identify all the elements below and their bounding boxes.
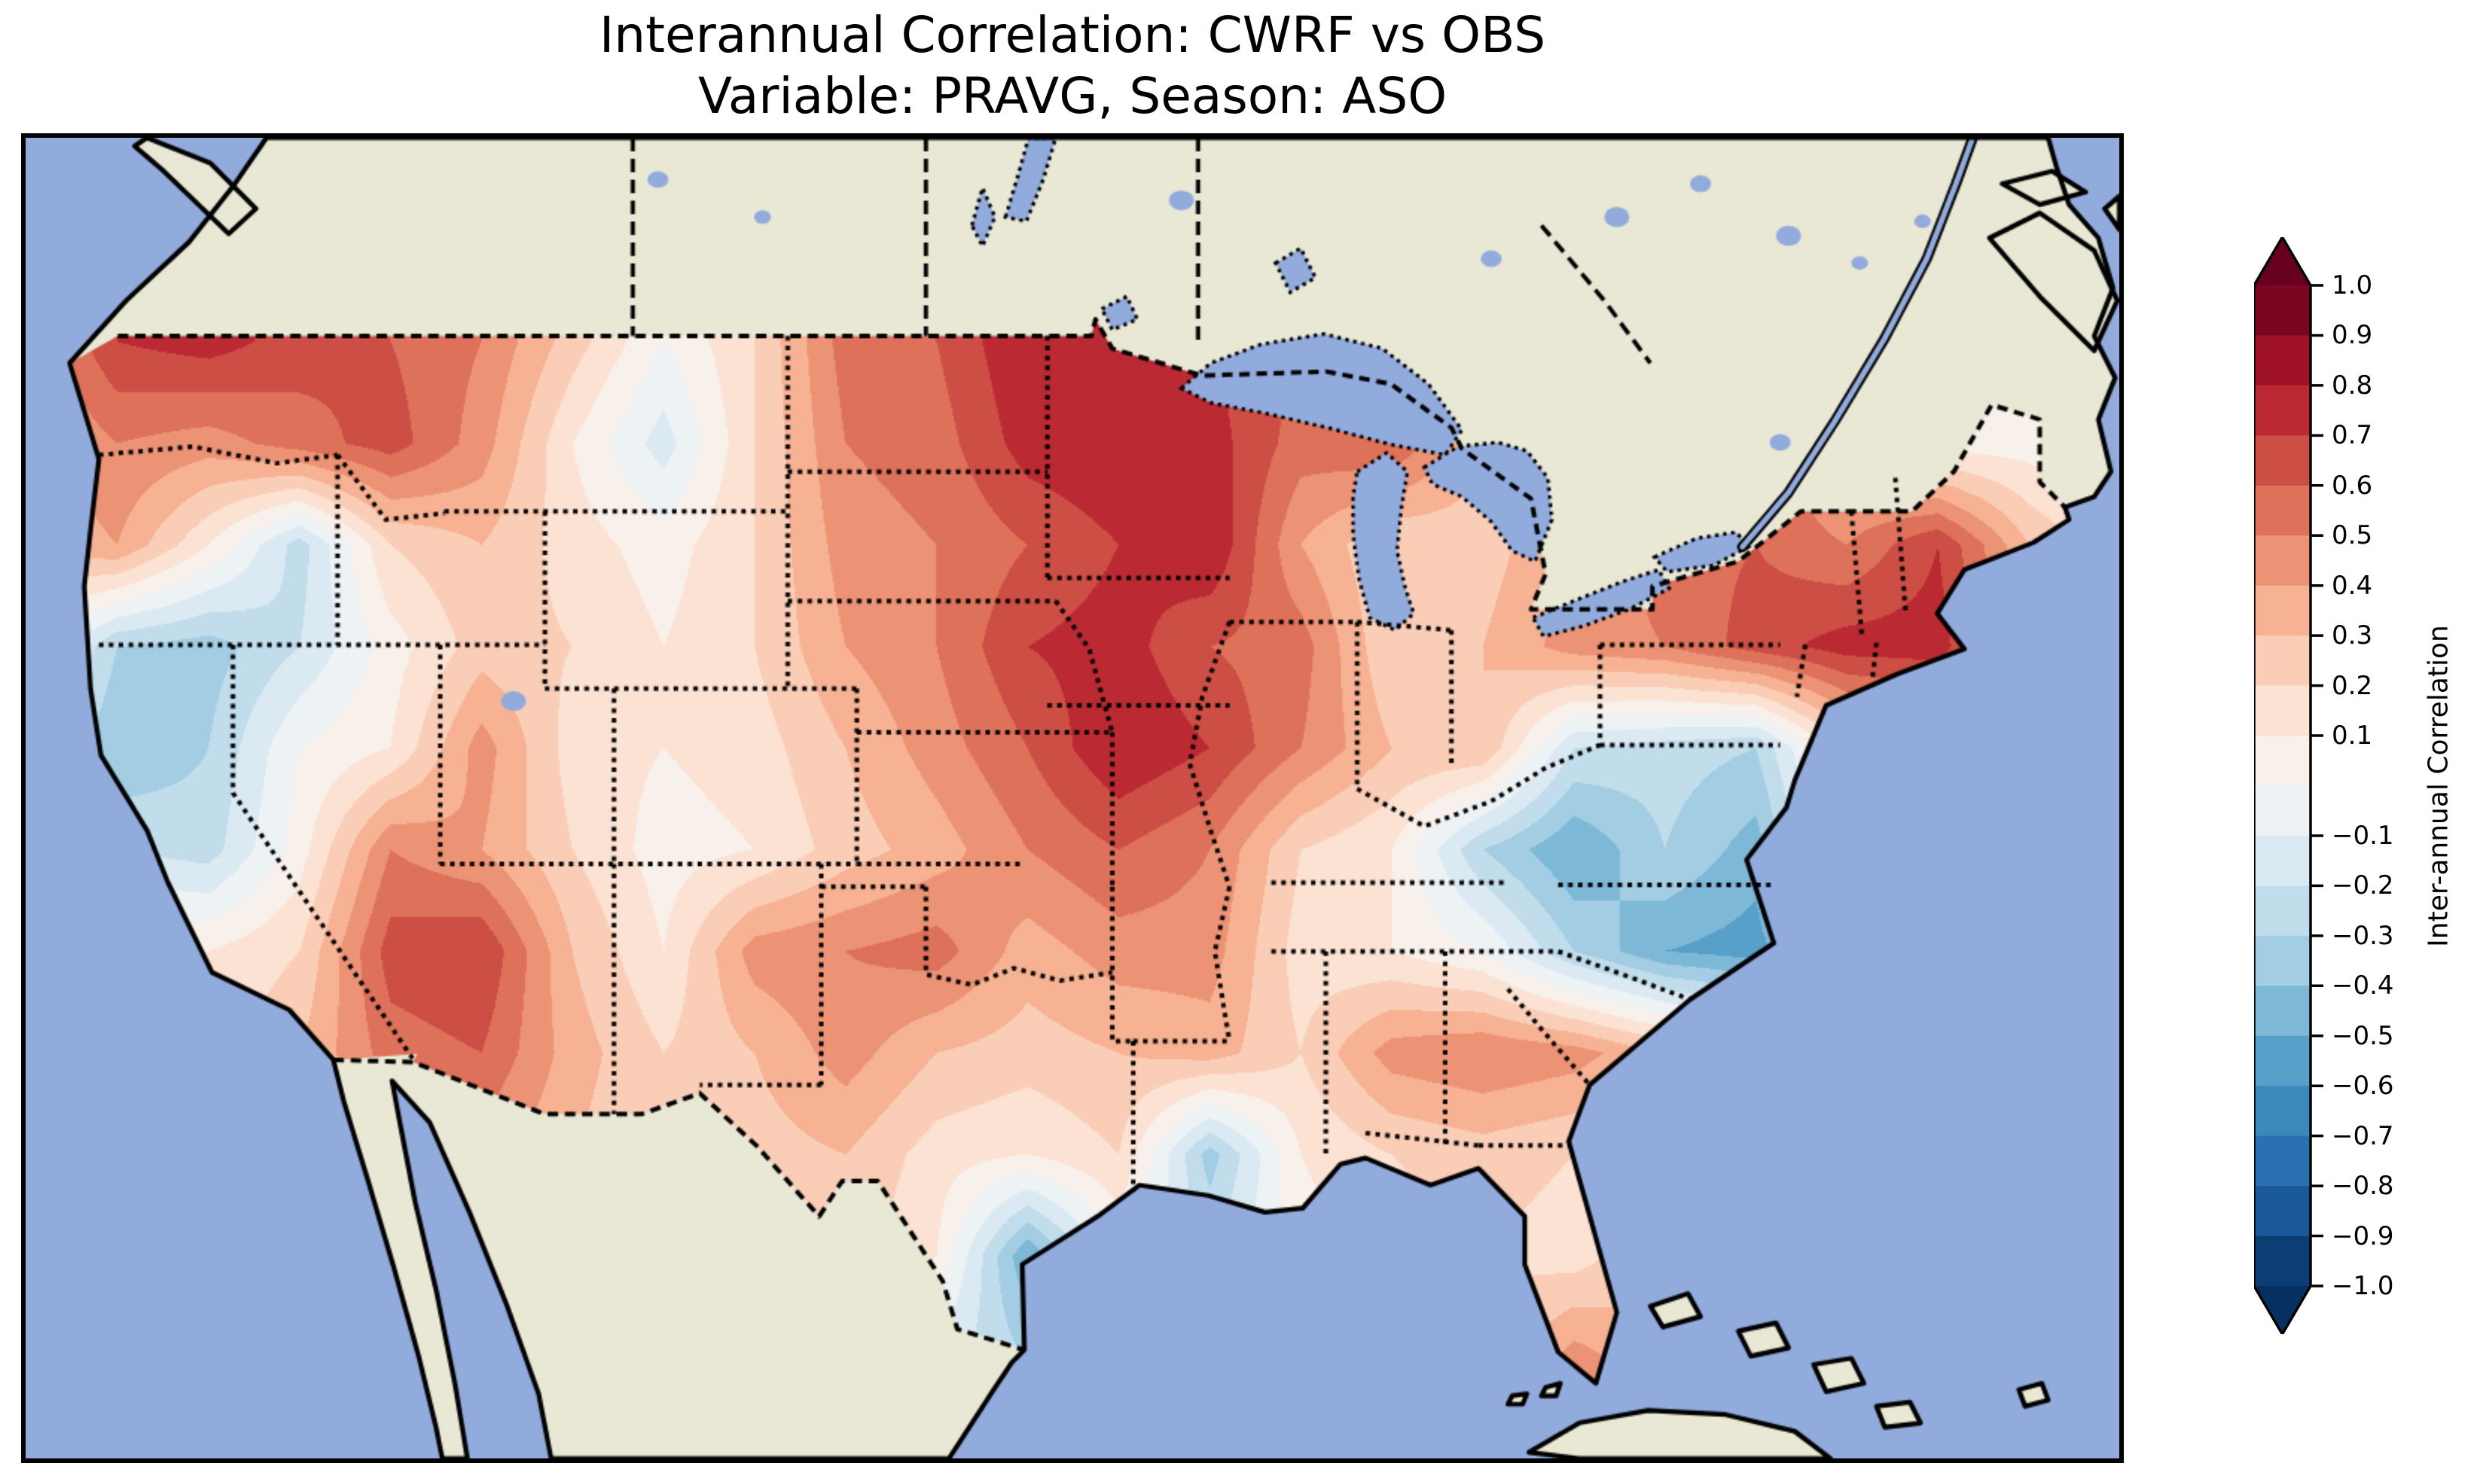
colorbar-tick-label: −1.0 <box>2332 1271 2394 1301</box>
colorbar-segment <box>2254 1186 2311 1237</box>
colorbar-segment <box>2254 885 2311 937</box>
colorbar-tick-label: −0.4 <box>2332 971 2394 1001</box>
colorbar-axis-label: Inter-annual Correlation <box>2423 625 2454 947</box>
colorbar-segment <box>2254 285 2311 337</box>
colorbar-tick-label: 0.6 <box>2332 470 2373 501</box>
colorbar-segment <box>2254 1236 2311 1287</box>
colorbar-segment <box>2254 1135 2311 1187</box>
title-line-2: Variable: PRAVG, Season: ASO <box>697 67 1447 125</box>
colorbar-tick-label: 0.7 <box>2332 420 2373 451</box>
colorbar-tick-label: 0.9 <box>2332 320 2373 351</box>
colorbar-segment <box>2254 1035 2311 1086</box>
colorbar-over-arrow <box>2254 237 2311 285</box>
colorbar-segment <box>2254 986 2311 1037</box>
colorbar-tick-label: 0.1 <box>2332 721 2373 751</box>
colorbar-tick-label: −0.9 <box>2332 1220 2394 1251</box>
colorbar-segment <box>2254 635 2311 687</box>
colorbar-tick-label: 0.8 <box>2332 370 2373 401</box>
colorbar-tick-label: −0.2 <box>2332 870 2394 901</box>
colorbar-segment <box>2254 585 2311 636</box>
colorbar-segment <box>2254 535 2311 587</box>
colorbar-segment <box>2254 935 2311 986</box>
colorbar-segment <box>2254 835 2311 886</box>
colorbar <box>2254 237 2323 1334</box>
colorbar-tick-label: −0.7 <box>2332 1120 2394 1151</box>
colorbar-tick-label: −0.3 <box>2332 920 2394 951</box>
colorbar-tick-label: −0.5 <box>2332 1020 2394 1051</box>
colorbar-tick-label: 0.5 <box>2332 520 2373 551</box>
colorbar-segment <box>2254 1086 2311 1137</box>
colorbar-tick-label: 0.3 <box>2332 620 2373 651</box>
colorbar-tick-label: −0.1 <box>2332 820 2394 851</box>
correlation-map-canvas <box>26 138 2119 1458</box>
colorbar-tick-label: −0.8 <box>2332 1171 2394 1202</box>
colorbar-segment <box>2254 736 2311 787</box>
colorbar-tick-label: −0.6 <box>2332 1071 2394 1102</box>
title-line-1: Interannual Correlation: CWRF vs OBS <box>599 6 1546 64</box>
colorbar-segment <box>2254 485 2311 536</box>
colorbar-segment <box>2254 435 2311 486</box>
colorbar-segment <box>2254 785 2311 836</box>
map-axes <box>21 133 2124 1463</box>
colorbar-tick-label: 0.2 <box>2332 670 2373 701</box>
colorbar-tick-label: 0.4 <box>2332 570 2373 601</box>
colorbar-segment <box>2254 685 2311 736</box>
colorbar-tick-label: 1.0 <box>2332 270 2373 300</box>
colorbar-under-arrow <box>2254 1286 2311 1334</box>
colorbar-segment <box>2254 335 2311 386</box>
colorbar-segment <box>2254 385 2311 436</box>
figure-title: Interannual Correlation: CWRF vs OBS Var… <box>21 5 2124 126</box>
